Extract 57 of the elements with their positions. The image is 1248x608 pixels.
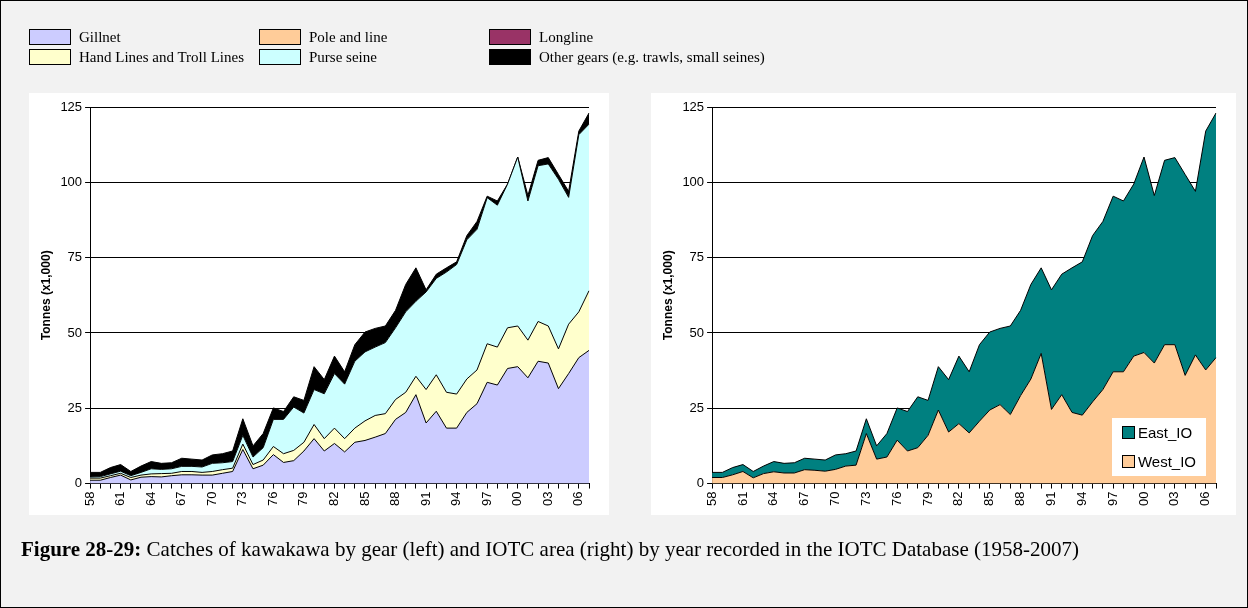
y-tick-label: 25 [689, 399, 705, 415]
x-tick-label: 67 [173, 491, 189, 507]
x-tick-label: 79 [919, 491, 935, 507]
x-tick-label: 85 [356, 491, 372, 507]
x-tick-label: 70 [827, 491, 843, 507]
x-tick-label: 61 [734, 491, 750, 507]
y-tick-label: 0 [74, 475, 83, 491]
x-tick-label: 73 [234, 491, 250, 507]
legend-label: Purse seine [309, 48, 377, 66]
x-tick-label: 94 [1073, 491, 1089, 507]
x-tick-label: 91 [1043, 491, 1059, 507]
caption: Figure 28-29: Catches of kawakawa by gear (left) and IOTC area (right) by year recorded in the IOTC Database (1958-2007) [21, 537, 1079, 561]
legend-label: Hand Lines and Troll Lines [79, 48, 244, 66]
x-tick-label: 73 [857, 491, 873, 507]
x-tick-label: 03 [539, 491, 555, 507]
x-tick-label: 64 [142, 491, 158, 507]
y-tick-label: 50 [689, 324, 705, 340]
series-label: East_IO [1137, 423, 1193, 441]
x-tick-label: 97 [1104, 491, 1120, 507]
x-tick-label: 06 [570, 491, 586, 507]
legend-label: Pole and line [309, 28, 388, 46]
legend-label: Gillnet [79, 28, 121, 46]
x-tick-label: 91 [417, 491, 433, 507]
y-tick-label: 75 [689, 249, 705, 265]
y-tick-label: 75 [67, 249, 83, 265]
x-tick-label: 67 [796, 491, 812, 507]
y-tick-label: 100 [60, 173, 83, 189]
x-tick-label: 58 [81, 491, 97, 507]
x-tick-label: 58 [703, 491, 719, 507]
y-tick-label: 0 [696, 475, 705, 491]
legend-label: Longline [539, 28, 594, 46]
y-tick-label: 25 [67, 399, 83, 415]
y-tick-label: 100 [682, 173, 705, 189]
y-tick-label: 125 [60, 98, 83, 114]
x-tick-label: 00 [1135, 491, 1151, 507]
x-tick-label: 82 [950, 491, 966, 507]
x-tick-label: 61 [112, 491, 128, 507]
x-tick-label: 76 [264, 491, 280, 507]
x-tick-label: 76 [888, 491, 904, 507]
y-axis-title: Tonnes (x1,000) [38, 250, 53, 341]
x-tick-label: 97 [478, 491, 494, 507]
x-tick-label: 94 [448, 491, 464, 507]
x-tick-label: 64 [765, 491, 781, 507]
y-tick-label: 125 [682, 98, 705, 114]
x-tick-label: 88 [1012, 491, 1028, 507]
series-label: West_IO [1137, 452, 1196, 470]
x-tick-label: 85 [981, 491, 997, 507]
x-tick-label: 00 [509, 491, 525, 507]
x-tick-label: 70 [203, 491, 219, 507]
x-tick-label: 79 [295, 491, 311, 507]
legend-label: Other gears (e.g. trawls, small seines) [539, 48, 765, 66]
x-tick-label: 03 [1166, 491, 1182, 507]
x-tick-label: 06 [1197, 491, 1213, 507]
x-tick-label: 88 [387, 491, 403, 507]
y-axis-title: Tonnes (x1,000) [660, 250, 675, 341]
x-tick-label: 82 [326, 491, 342, 507]
y-tick-label: 50 [67, 324, 83, 340]
